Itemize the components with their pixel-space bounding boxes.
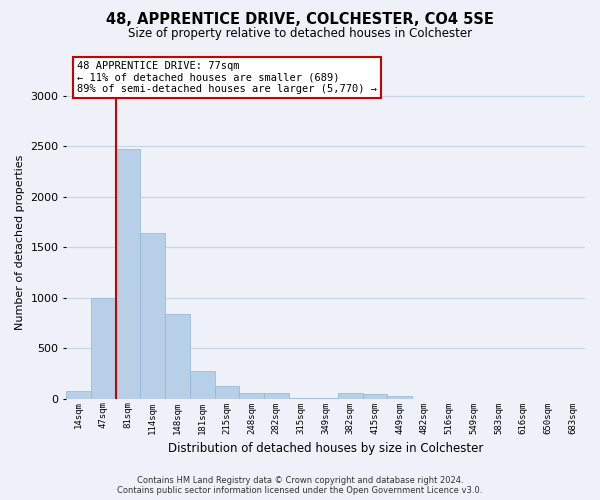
Bar bbox=[215, 386, 239, 398]
Text: 48 APPRENTICE DRIVE: 77sqm
← 11% of detached houses are smaller (689)
89% of sem: 48 APPRENTICE DRIVE: 77sqm ← 11% of deta… bbox=[77, 61, 377, 94]
Bar bbox=[116, 150, 140, 398]
Bar bbox=[239, 392, 264, 398]
X-axis label: Distribution of detached houses by size in Colchester: Distribution of detached houses by size … bbox=[168, 442, 484, 455]
Bar bbox=[363, 394, 388, 398]
Text: Contains HM Land Registry data © Crown copyright and database right 2024.
Contai: Contains HM Land Registry data © Crown c… bbox=[118, 476, 482, 495]
Bar bbox=[338, 393, 363, 398]
Bar bbox=[388, 396, 412, 398]
Y-axis label: Number of detached properties: Number of detached properties bbox=[15, 154, 25, 330]
Bar bbox=[190, 372, 215, 398]
Text: Size of property relative to detached houses in Colchester: Size of property relative to detached ho… bbox=[128, 28, 472, 40]
Bar bbox=[165, 314, 190, 398]
Bar bbox=[264, 393, 289, 398]
Bar bbox=[91, 298, 116, 398]
Bar bbox=[140, 233, 165, 398]
Bar bbox=[67, 391, 91, 398]
Text: 48, APPRENTICE DRIVE, COLCHESTER, CO4 5SE: 48, APPRENTICE DRIVE, COLCHESTER, CO4 5S… bbox=[106, 12, 494, 28]
